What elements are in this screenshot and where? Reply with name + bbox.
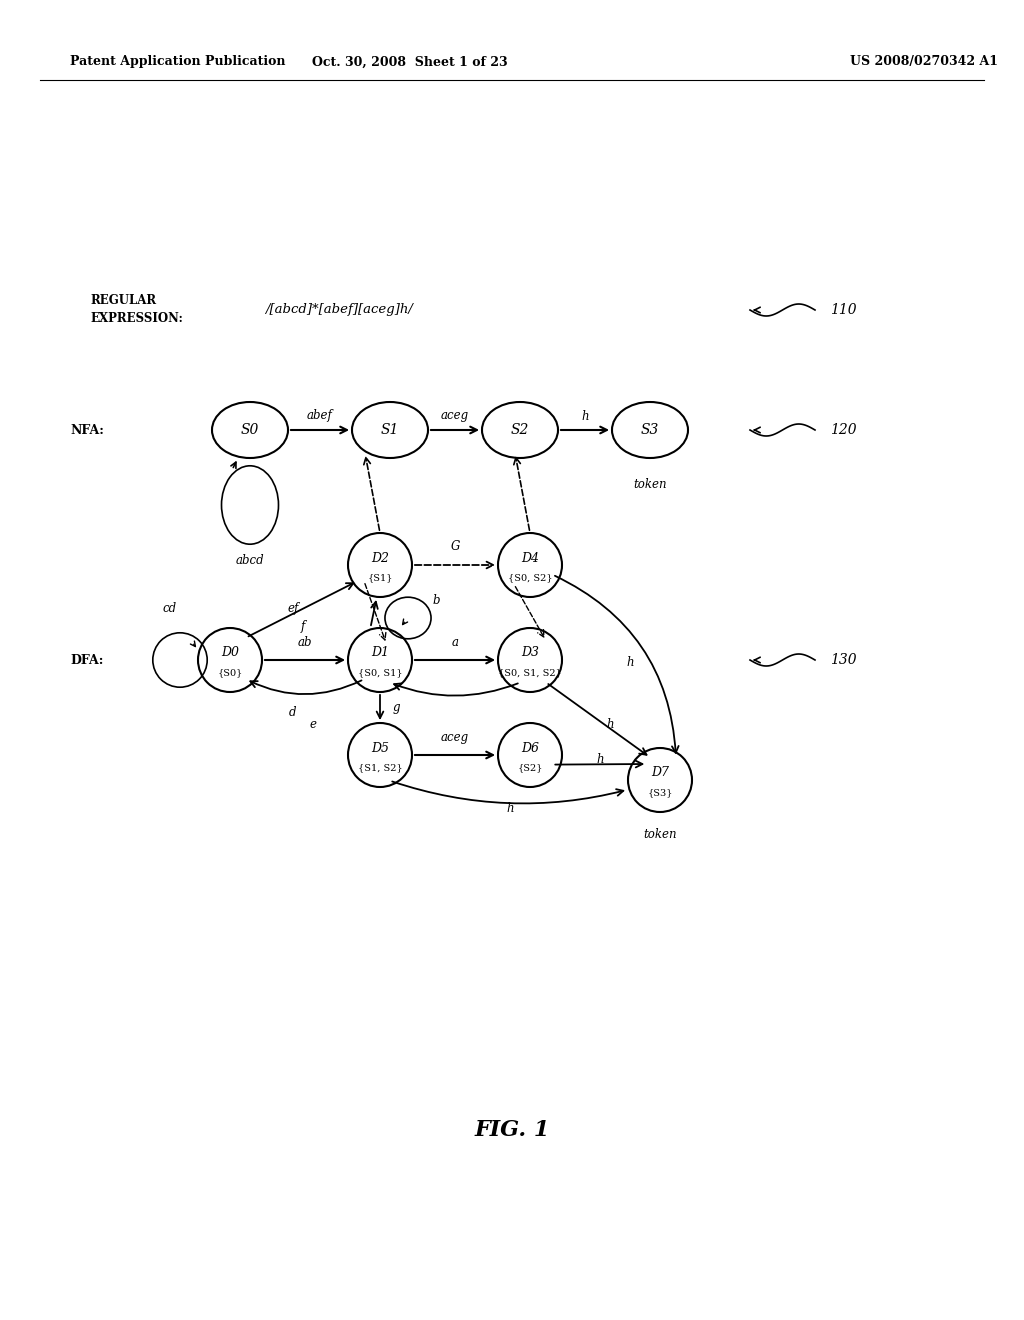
- Text: Oct. 30, 2008  Sheet 1 of 23: Oct. 30, 2008 Sheet 1 of 23: [312, 55, 508, 69]
- Text: D2: D2: [371, 552, 389, 565]
- Text: ef: ef: [288, 602, 299, 615]
- Text: h: h: [627, 656, 634, 669]
- Text: DFA:: DFA:: [70, 653, 103, 667]
- Text: S2: S2: [511, 422, 529, 437]
- Text: S3: S3: [641, 422, 659, 437]
- Text: FIG. 1: FIG. 1: [474, 1119, 550, 1140]
- Text: D4: D4: [521, 552, 539, 565]
- Text: Patent Application Publication: Patent Application Publication: [70, 55, 286, 69]
- Text: {S0, S2}: {S0, S2}: [508, 573, 552, 582]
- Text: REGULAR: REGULAR: [90, 293, 156, 306]
- Text: f: f: [301, 620, 305, 634]
- Text: abef: abef: [307, 409, 333, 422]
- Text: {S0, S1}: {S0, S1}: [357, 668, 402, 677]
- Text: h: h: [506, 801, 514, 814]
- Text: D0: D0: [221, 647, 239, 660]
- Text: d: d: [289, 705, 297, 718]
- Text: cd: cd: [163, 602, 177, 615]
- Text: aceg: aceg: [441, 730, 469, 743]
- Text: S0: S0: [241, 422, 259, 437]
- Text: /[abcd]*[abef][aceg]h/: /[abcd]*[abef][aceg]h/: [265, 302, 413, 315]
- Text: h: h: [596, 752, 604, 766]
- Text: g: g: [392, 701, 399, 714]
- Text: ab: ab: [298, 635, 312, 648]
- Text: {S1}: {S1}: [368, 573, 393, 582]
- Text: 120: 120: [830, 422, 857, 437]
- Text: {S1, S2}: {S1, S2}: [357, 763, 402, 772]
- Text: S1: S1: [381, 422, 399, 437]
- Text: a: a: [452, 635, 459, 648]
- Text: e: e: [309, 718, 316, 730]
- Text: D3: D3: [521, 647, 539, 660]
- Text: token: token: [633, 479, 667, 491]
- Text: D1: D1: [371, 647, 389, 660]
- Text: {S2}: {S2}: [517, 763, 543, 772]
- Text: h: h: [582, 409, 589, 422]
- Text: {S3}: {S3}: [647, 788, 673, 797]
- Text: 110: 110: [830, 304, 857, 317]
- Text: h: h: [606, 718, 613, 731]
- Text: 130: 130: [830, 653, 857, 667]
- Text: aceg: aceg: [441, 409, 469, 422]
- Text: token: token: [643, 829, 677, 842]
- Text: D6: D6: [521, 742, 539, 755]
- Text: b: b: [432, 594, 439, 606]
- Text: {S0}: {S0}: [217, 668, 243, 677]
- Text: US 2008/0270342 A1: US 2008/0270342 A1: [850, 55, 998, 69]
- Text: D5: D5: [371, 742, 389, 755]
- Text: EXPRESSION:: EXPRESSION:: [90, 312, 183, 325]
- Text: {S0, S1, S2}: {S0, S1, S2}: [498, 668, 562, 677]
- Text: NFA:: NFA:: [70, 424, 103, 437]
- Text: abcd: abcd: [236, 553, 264, 566]
- Text: D7: D7: [651, 767, 669, 780]
- Text: G: G: [451, 540, 460, 553]
